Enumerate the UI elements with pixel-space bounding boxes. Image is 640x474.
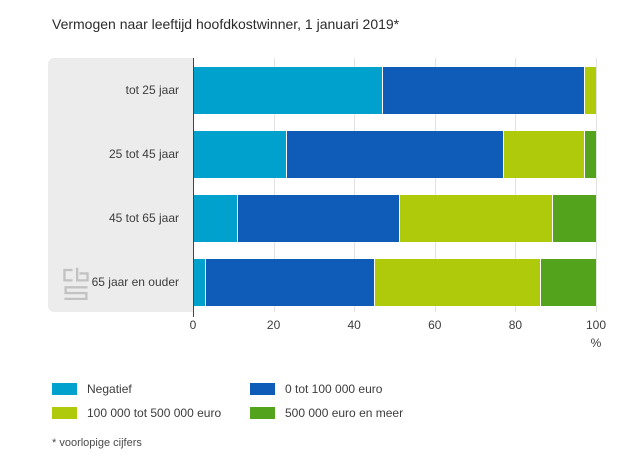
bar-row: [193, 195, 596, 242]
bar-segment[interactable]: [285, 131, 504, 178]
legend-item: Negatief: [52, 382, 250, 396]
bar-segment[interactable]: [374, 259, 540, 306]
gridline-80: [515, 58, 517, 312]
legend-swatch-icon: [52, 407, 77, 419]
legend-label: 0 tot 100 000 euro: [285, 382, 383, 396]
bar-segment[interactable]: [193, 67, 383, 114]
gridline-100: [596, 58, 597, 312]
tick-label-60: 60: [428, 318, 442, 332]
tick-label-0: 0: [189, 318, 197, 332]
legend: Negatief 0 tot 100 000 euro 100 000 tot 50…: [52, 382, 403, 420]
legend-item: 100 000 tot 500 000 euro: [52, 406, 250, 420]
cbs-logo-icon: [63, 267, 89, 300]
bar-row: [193, 259, 596, 306]
bar-segment[interactable]: [583, 131, 596, 178]
footnote: * voorlopige cijfers: [52, 437, 142, 449]
bar-segment[interactable]: [193, 259, 206, 306]
bar-segment[interactable]: [237, 195, 399, 242]
category-label-panel: tot 25 jaar 25 tot 45 jaar 45 tot 65 jaar 6…: [48, 58, 193, 312]
category-label: tot 25 jaar: [125, 83, 179, 97]
x-axis-ticks: 0 20 40 60 80 100: [189, 318, 606, 332]
bar-segment[interactable]: [193, 195, 238, 242]
legend-item: 500 000 euro en meer: [250, 406, 403, 420]
bar-segment[interactable]: [551, 195, 596, 242]
bar-segment[interactable]: [583, 67, 596, 114]
gridline-40: [354, 58, 356, 312]
gridline-60: [434, 58, 436, 312]
category-label: 45 tot 65 jaar: [108, 211, 179, 225]
legend-label: Negatief: [87, 382, 132, 396]
bar-segment[interactable]: [539, 259, 596, 306]
legend-swatch-icon: [52, 383, 77, 395]
tick-label-80: 80: [508, 318, 523, 332]
legend-item: 0 tot 100 000 euro: [250, 382, 403, 396]
tick-label-20: 20: [266, 318, 281, 332]
chart-title: Vermogen naar leeftijd hoofdkostwinner, …: [52, 16, 400, 32]
bar-row: [193, 131, 596, 178]
legend-swatch-icon: [250, 383, 275, 395]
category-label: 65 jaar en ouder: [91, 275, 179, 289]
bar-segment[interactable]: [503, 131, 584, 178]
bar-segment[interactable]: [193, 131, 286, 178]
bar-row: [193, 67, 596, 114]
tick-label-40: 40: [347, 318, 361, 332]
gridline-20: [273, 58, 275, 312]
bar-segment[interactable]: [205, 259, 375, 306]
y-axis-line: [193, 58, 194, 317]
plot-area: [193, 58, 597, 317]
tick-label-100: 100: [585, 318, 607, 332]
x-axis-unit-label: %: [590, 336, 602, 350]
legend-label: 500 000 euro en meer: [285, 406, 404, 420]
legend-label: 100 000 tot 500 000 euro: [87, 406, 222, 420]
bar-segment[interactable]: [382, 67, 584, 114]
legend-swatch-icon: [250, 407, 275, 419]
bar-segment[interactable]: [398, 195, 552, 242]
category-label: 25 tot 45 jaar: [108, 147, 179, 161]
